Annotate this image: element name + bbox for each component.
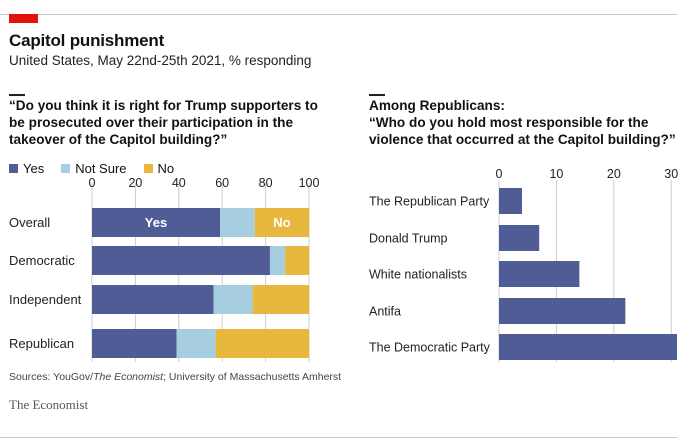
chart-title: Capitol punishment bbox=[9, 31, 165, 50]
left-question-line: takeover of the Capitol building?” bbox=[9, 132, 228, 147]
right-category-label-donald-trump: Donald Trump bbox=[369, 232, 448, 246]
legend-label-yes: Yes bbox=[23, 161, 45, 176]
bar-democratic-no bbox=[285, 246, 309, 275]
source-italic: The Economist bbox=[93, 371, 164, 383]
right-category-label-the-democratic-party: The Democratic Party bbox=[369, 341, 491, 355]
right-category-label-antifa: Antifa bbox=[369, 305, 401, 319]
right-x-tick-label: 20 bbox=[607, 167, 621, 181]
left-question: “Do you think it is right for Trump supp… bbox=[9, 97, 318, 148]
legend-item-no: No bbox=[143, 161, 175, 176]
bar-democratic-yes bbox=[92, 246, 270, 275]
legend-swatch-no bbox=[143, 164, 153, 173]
source-note: Sources: YouGov/The Economist; Universit… bbox=[9, 371, 341, 383]
left-category-label-democratic: Democratic bbox=[9, 253, 75, 268]
bar-independent-no bbox=[252, 285, 309, 314]
right-category-label-the-republican-party: The Republican Party bbox=[369, 195, 490, 209]
right-question-line: Among Republicans: bbox=[369, 98, 505, 113]
bar-overall-yes bbox=[92, 208, 221, 237]
top-rule bbox=[0, 14, 677, 15]
left-category-label-republican: Republican bbox=[9, 336, 74, 351]
bar-inline-label-yes: Yes bbox=[145, 215, 167, 230]
source-suffix: ; University of Massachusetts Amherst bbox=[163, 371, 342, 383]
bar-inline-label-no: No bbox=[273, 215, 290, 230]
right-category-label-white-nationalists: White nationalists bbox=[369, 268, 467, 282]
left-x-tick-label: 20 bbox=[128, 176, 142, 190]
legend-swatch-yes bbox=[9, 164, 18, 173]
right-x-tick-label: 10 bbox=[549, 167, 563, 181]
legend: Yes Not Sure No bbox=[9, 161, 191, 176]
bar-independent-not-sure bbox=[213, 285, 253, 314]
legend-label-not-sure: Not Sure bbox=[75, 161, 127, 176]
left-question-line: “Do you think it is right for Trump supp… bbox=[9, 98, 318, 113]
right-question-dash bbox=[369, 94, 385, 96]
left-category-label-overall: Overall bbox=[9, 215, 50, 230]
bar-donald-trump bbox=[499, 225, 540, 251]
left-category-label-independent: Independent bbox=[9, 292, 82, 307]
right-question-line: violence that occurred at the Capitol bu… bbox=[369, 132, 676, 147]
brand-red-tag bbox=[9, 14, 38, 23]
legend-item-not-sure: Not Sure bbox=[61, 161, 127, 176]
right-x-tick-label: 30 bbox=[664, 167, 678, 181]
bar-the-republican-party bbox=[499, 188, 522, 214]
right-x-tick-label: 0 bbox=[496, 167, 503, 181]
bar-independent-yes bbox=[92, 285, 214, 314]
bar-antifa bbox=[499, 298, 626, 324]
bar-republican-yes bbox=[92, 329, 177, 358]
left-x-tick-label: 40 bbox=[172, 176, 186, 190]
left-question-dash bbox=[9, 94, 25, 96]
left-x-tick-label: 80 bbox=[259, 176, 273, 190]
bar-democratic-not-sure bbox=[269, 246, 286, 275]
legend-label-no: No bbox=[157, 161, 175, 176]
left-x-tick-label: 60 bbox=[215, 176, 229, 190]
left-x-tick-label: 100 bbox=[299, 176, 320, 190]
right-question-line: “Who do you hold most responsible for th… bbox=[369, 115, 649, 130]
bar-white-nationalists bbox=[499, 261, 580, 287]
left-x-tick-label: 0 bbox=[89, 176, 96, 190]
right-question: Among Republicans: “Who do you hold most… bbox=[369, 97, 676, 148]
source-prefix: Sources: YouGov/ bbox=[9, 371, 94, 383]
chart-subtitle: United States, May 22nd-25th 2021, % res… bbox=[9, 53, 312, 68]
bar-republican-no bbox=[215, 329, 309, 358]
bottom-rule bbox=[0, 437, 677, 438]
bar-the-democratic-party bbox=[499, 334, 677, 360]
bar-overall-no bbox=[254, 208, 309, 237]
legend-swatch-not-sure bbox=[61, 164, 71, 173]
bar-overall-not-sure bbox=[220, 208, 255, 237]
legend-item-yes: Yes bbox=[9, 161, 44, 176]
economist-logo: The Economist bbox=[9, 397, 89, 412]
left-question-line: be prosecuted over their participation i… bbox=[9, 115, 294, 130]
bar-republican-not-sure bbox=[176, 329, 216, 358]
